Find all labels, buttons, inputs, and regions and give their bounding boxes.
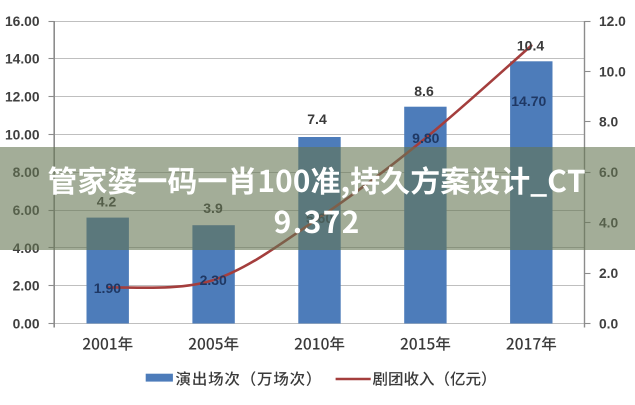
svg-text:10.0: 10.0: [599, 64, 626, 79]
svg-text:0.0: 0.0: [599, 316, 619, 331]
svg-text:2.00: 2.00: [13, 279, 40, 294]
svg-text:10.00: 10.00: [5, 127, 40, 142]
svg-text:2.0: 2.0: [599, 266, 619, 281]
svg-text:9.80: 9.80: [412, 130, 439, 146]
svg-text:14.70: 14.70: [511, 93, 546, 109]
svg-text:12.00: 12.00: [5, 90, 40, 105]
svg-text:7.4: 7.4: [307, 111, 327, 127]
svg-text:10.4: 10.4: [517, 38, 544, 54]
svg-text:12.0: 12.0: [599, 14, 626, 29]
svg-text:8.6: 8.6: [414, 83, 434, 99]
svg-text:14.00: 14.00: [5, 52, 40, 67]
svg-text:16.00: 16.00: [5, 14, 40, 29]
svg-text:8.0: 8.0: [599, 115, 619, 130]
svg-text:0.00: 0.00: [13, 316, 40, 331]
svg-text:1.90: 1.90: [94, 280, 121, 296]
svg-text:2.30: 2.30: [200, 272, 227, 288]
